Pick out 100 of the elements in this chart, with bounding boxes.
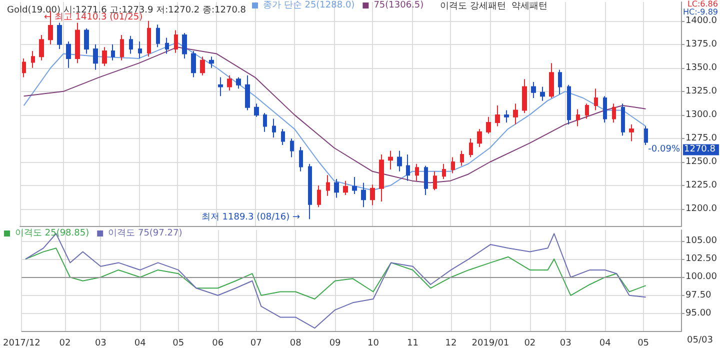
candlestick xyxy=(495,105,500,127)
candlestick xyxy=(147,20,151,58)
x-tick-label: 2017/12 xyxy=(3,338,40,348)
legend-label: 75(1306.5) xyxy=(374,0,424,10)
y-tick-label: 1375.0 xyxy=(686,39,718,50)
candlestick xyxy=(486,116,491,134)
text: 1270.8 xyxy=(684,144,716,155)
candlestick xyxy=(629,124,634,142)
candlestick xyxy=(75,22,80,64)
candlestick xyxy=(138,41,142,59)
candlestick xyxy=(165,37,169,54)
candlestick xyxy=(594,88,598,111)
legend-label: 종가 단순 25(1288.0) xyxy=(263,0,355,10)
candlestick xyxy=(129,35,133,54)
candlestick xyxy=(66,41,71,68)
candlestick xyxy=(513,103,518,125)
candlestick xyxy=(308,163,312,220)
legend-label: 이격도 25(98.85) xyxy=(15,228,90,238)
y-tick-label: 1300.0 xyxy=(686,110,718,120)
candlestick xyxy=(433,170,437,191)
x-tick-label: 05 xyxy=(638,338,650,348)
line-series xyxy=(25,248,646,300)
candlestick xyxy=(39,34,44,61)
y-tick-label: 95.00 xyxy=(686,308,712,319)
candlestick xyxy=(22,58,26,78)
candlestick xyxy=(442,163,446,180)
candlestick xyxy=(504,110,509,123)
x-tick-label: 03 xyxy=(560,338,572,348)
candlestick xyxy=(415,163,419,182)
candlestick xyxy=(343,180,348,196)
x-tick-label: 11 xyxy=(407,338,418,348)
candlestick xyxy=(603,96,607,123)
y-tick-label: 105.00 xyxy=(686,236,718,246)
candlestick xyxy=(352,176,357,194)
candlestick xyxy=(245,74,250,111)
y-tick-label: 1225.0 xyxy=(686,180,718,191)
annotation: -0.09% xyxy=(648,144,680,155)
candlestick xyxy=(326,174,330,196)
candlestick xyxy=(84,28,89,54)
x-tick-label: 02 xyxy=(59,338,71,348)
candlestick xyxy=(460,150,464,166)
y-tick-label: 100.00 xyxy=(686,272,718,282)
candlestick xyxy=(200,56,205,76)
candlestick xyxy=(451,156,455,174)
candlestick xyxy=(111,44,115,61)
candlestick xyxy=(531,82,536,98)
y-tick-label: 1275.0 xyxy=(686,133,718,144)
candlestick xyxy=(254,103,259,118)
y-tick-label: 1400.0 xyxy=(686,16,718,26)
candlestick xyxy=(191,50,196,78)
text: HC:-9.89 xyxy=(683,8,718,16)
x-tick-label: 09 xyxy=(329,338,342,348)
x-tick-label: 02 xyxy=(524,338,536,348)
candlestick xyxy=(218,76,223,97)
candlestick xyxy=(388,150,393,170)
candlestick xyxy=(540,86,545,102)
candlestick xyxy=(263,112,267,132)
y-tick-label: 1250.0 xyxy=(686,157,718,167)
x-tick-label: 04 xyxy=(599,338,612,348)
x-tick-label: 05 xyxy=(172,338,184,348)
text: LC:6.86 xyxy=(687,0,718,8)
candlestick xyxy=(370,184,375,206)
candlestick xyxy=(57,22,62,50)
y-tick-label: 1350.0 xyxy=(686,62,718,73)
candlestick xyxy=(182,32,187,59)
x-tick-label: 2019/01 xyxy=(472,338,510,348)
candlestick xyxy=(227,74,232,91)
candlestick xyxy=(469,138,473,158)
candlestick xyxy=(102,46,107,66)
candlestick xyxy=(612,103,616,123)
x-tick-label: 04 xyxy=(134,338,146,348)
candlestick xyxy=(397,150,402,172)
candlestick xyxy=(290,138,294,158)
candlestick xyxy=(334,178,339,198)
candlestick xyxy=(236,76,241,90)
candlestick xyxy=(522,78,527,114)
candlestick xyxy=(406,154,410,182)
x-tick-label: 10 xyxy=(368,338,380,348)
candlestick xyxy=(585,103,589,120)
candlestick xyxy=(209,56,214,68)
candlestick xyxy=(621,103,625,136)
candlestick xyxy=(272,118,276,138)
candlestick xyxy=(281,128,285,146)
candlestick xyxy=(174,30,178,54)
text: 05/03 xyxy=(687,336,713,346)
candlestick xyxy=(317,185,321,208)
candlestick xyxy=(156,24,160,48)
x-tick-label: 03 xyxy=(94,338,106,348)
candlestick xyxy=(93,44,98,70)
x-tick-label: 08 xyxy=(290,338,302,348)
x-tick-label: 12 xyxy=(445,338,457,348)
y-tick-label: 97.50 xyxy=(686,290,712,300)
x-tick-label: 07 xyxy=(250,338,262,348)
candlestick xyxy=(424,165,428,196)
candlestick xyxy=(567,84,571,125)
annotation: 이격도 강세패턴 약세패턴 xyxy=(440,2,548,12)
candlestick xyxy=(549,62,554,98)
annotation: 최저 1189.3 (08/16) → xyxy=(201,212,300,222)
y-tick-label: 1200.0 xyxy=(686,204,718,214)
legend-label: 이격도 75(97.27) xyxy=(108,228,182,238)
